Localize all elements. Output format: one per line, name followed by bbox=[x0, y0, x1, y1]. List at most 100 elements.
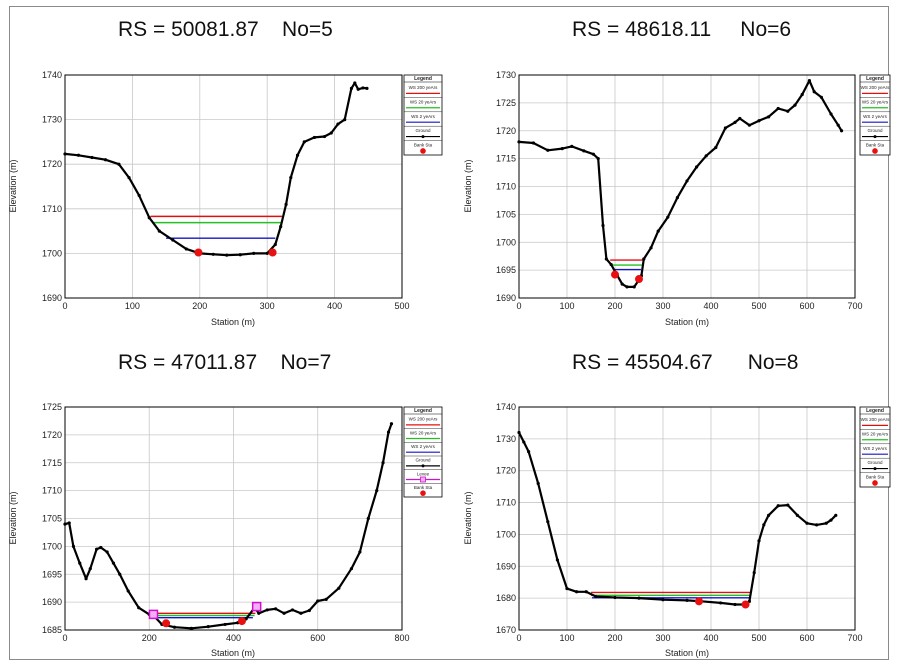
chart-title-rs-47011: RS = 47011.87 No=7 bbox=[118, 351, 332, 374]
ground-point bbox=[522, 440, 526, 444]
ground-point bbox=[206, 625, 210, 629]
x-tick-label: 600 bbox=[799, 301, 814, 311]
ground-point bbox=[88, 567, 92, 571]
x-tick-label: 600 bbox=[310, 633, 325, 643]
ground-point bbox=[366, 516, 370, 521]
x-tick-label: 400 bbox=[327, 301, 342, 311]
ground-point bbox=[172, 625, 177, 629]
bank-station-marker bbox=[611, 270, 619, 279]
ground-point bbox=[829, 518, 833, 522]
y-tick-label: 1690 bbox=[496, 561, 516, 571]
legend-entry-label: WS 20 yeArs bbox=[410, 430, 437, 435]
ground-point bbox=[762, 523, 766, 527]
y-tick-label: 1700 bbox=[496, 237, 516, 247]
legend: Legend WS 200 yeArs WS 20 yeArs WS 2 yeArs G… bbox=[403, 74, 443, 156]
legend-swatch-point bbox=[421, 464, 425, 468]
ground-point bbox=[786, 503, 790, 507]
x-tick-label: 400 bbox=[703, 301, 718, 311]
ground-point bbox=[337, 586, 341, 590]
ground-point bbox=[596, 157, 600, 161]
legend-swatch-bank bbox=[420, 490, 426, 496]
ground-point bbox=[71, 544, 76, 548]
plot-border bbox=[518, 406, 856, 631]
y-tick-label: 1690 bbox=[42, 293, 62, 303]
x-tick-label: 700 bbox=[847, 633, 862, 643]
ground-point bbox=[117, 162, 121, 166]
x-axis-label: Station (m) bbox=[211, 317, 255, 327]
ground-point bbox=[601, 223, 605, 228]
chart-title-rs-50081: RS = 50081.87 No=5 bbox=[118, 18, 333, 41]
ground-point bbox=[361, 86, 365, 90]
ground-point bbox=[316, 599, 320, 603]
legend: Legend WS 200 yeArs WS 20 yeArs WS 2 yeArs G… bbox=[403, 406, 443, 498]
ground-point bbox=[620, 282, 624, 286]
legend-entry-label: Bank Sta bbox=[866, 143, 885, 148]
x-tick-label: 100 bbox=[125, 301, 140, 311]
ground-point bbox=[386, 430, 391, 434]
chart-title-rs-45504: RS = 45504.67 No=8 bbox=[572, 351, 799, 374]
ground-point bbox=[786, 109, 790, 113]
legend-entry-label: WS 2 yeArs bbox=[411, 444, 436, 449]
y-tick-label: 1730 bbox=[42, 115, 62, 125]
ground-point bbox=[105, 550, 109, 554]
y-axis-label: Elevation (m) bbox=[463, 159, 473, 212]
y-tick-label: 1710 bbox=[42, 486, 62, 496]
ground-point bbox=[307, 608, 311, 613]
ground-point bbox=[807, 78, 812, 83]
ground-point bbox=[290, 608, 295, 612]
ground-point bbox=[738, 116, 742, 121]
legend-swatch-bank bbox=[872, 148, 878, 154]
ground-point bbox=[343, 118, 347, 122]
ground-point bbox=[257, 611, 261, 615]
ground-point bbox=[800, 92, 804, 97]
ground-point bbox=[273, 242, 277, 247]
y-tick-label: 1710 bbox=[42, 204, 62, 214]
x-tick-label: 0 bbox=[62, 301, 67, 311]
ground-point bbox=[637, 596, 641, 600]
ground-point bbox=[289, 175, 293, 180]
legend-entry-label: Ground bbox=[867, 460, 883, 465]
legend-entry-label: WS 20 yeArs bbox=[410, 99, 437, 104]
y-tick-label: 1710 bbox=[496, 498, 516, 508]
y-tick-label: 1740 bbox=[42, 70, 62, 80]
ground-point bbox=[609, 262, 613, 267]
ground-point bbox=[666, 215, 670, 219]
ground-point bbox=[279, 225, 283, 229]
bank-station-marker bbox=[237, 617, 246, 626]
x-tick-label: 200 bbox=[607, 633, 622, 643]
legend-box bbox=[859, 74, 891, 156]
ground-point bbox=[265, 251, 269, 255]
x-tick-label: 500 bbox=[394, 301, 409, 311]
x-tick-label: 500 bbox=[751, 301, 766, 311]
ground-point bbox=[99, 545, 103, 550]
ground-point bbox=[536, 481, 540, 486]
ground-point bbox=[757, 119, 761, 123]
ground-point bbox=[591, 152, 596, 156]
ground-point bbox=[793, 103, 797, 107]
ground-point bbox=[365, 86, 369, 90]
ground-point bbox=[565, 586, 569, 591]
y-tick-label: 1720 bbox=[42, 159, 62, 169]
legend-entry-label: WS 200 yeArs bbox=[861, 85, 891, 90]
ground-point bbox=[714, 145, 718, 150]
y-axis-label: Elevation (m) bbox=[8, 159, 18, 212]
ground-point bbox=[127, 175, 131, 180]
ground-point bbox=[747, 123, 752, 127]
ground-point bbox=[675, 196, 680, 200]
legend-entry-label: WS 200 yeArs bbox=[409, 417, 439, 422]
ground-point bbox=[223, 622, 227, 627]
ground-point bbox=[575, 590, 579, 594]
x-axis-label: Station (m) bbox=[665, 648, 709, 658]
legend: Legend WS 200 yeArs WS 20 yeArs WS 2 yeArs G… bbox=[859, 406, 891, 488]
ground-point bbox=[147, 216, 151, 220]
ground-point bbox=[819, 95, 824, 99]
y-tick-label: 1680 bbox=[496, 593, 516, 603]
levee-marker bbox=[251, 601, 262, 612]
x-tick-label: 100 bbox=[559, 633, 574, 643]
bank-station-marker bbox=[695, 597, 703, 606]
legend-swatch-point bbox=[873, 135, 877, 139]
ground-point bbox=[632, 285, 636, 289]
y-tick-label: 1685 bbox=[42, 625, 62, 635]
ground-point bbox=[695, 165, 699, 169]
